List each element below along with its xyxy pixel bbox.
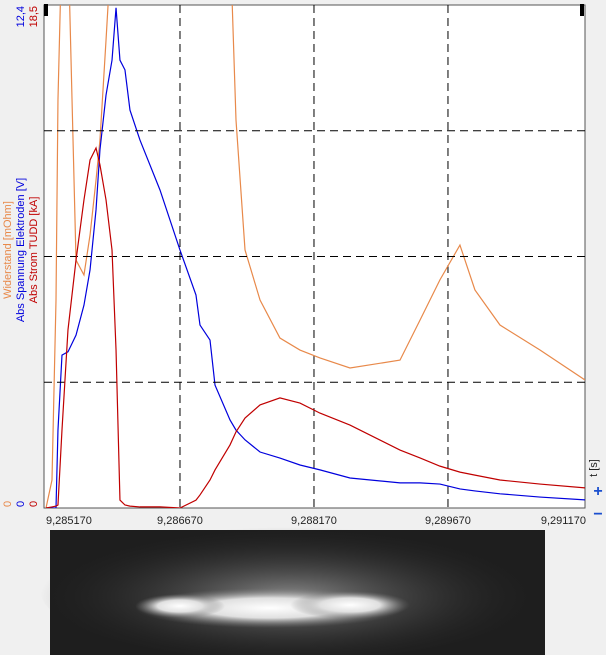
y-axis-label: Abs Spannung Elektroden [V] (15, 178, 27, 322)
x-tick-label: 9,288170 (291, 515, 337, 527)
camera-image (40, 520, 545, 655)
plot-content (44, 5, 585, 508)
y-tick-label: 12,4 (15, 6, 27, 27)
marker (580, 4, 584, 16)
image-arc (290, 591, 410, 619)
marker (44, 4, 48, 16)
x-tick-label: 9,286670 (157, 515, 203, 527)
y-axis-label: Abs Strom TUDD [kA] (28, 197, 40, 304)
y-tick-label: 0 (15, 501, 27, 507)
x-tick-label: 9,289670 (425, 515, 471, 527)
y-tick-label: 0 (28, 501, 40, 507)
y-tick-label: 0 (2, 501, 14, 507)
y-axis-label: Widerstand [mOhm] (2, 201, 14, 299)
series-line (46, 7, 585, 508)
zoom-in-button[interactable]: + (593, 483, 602, 500)
x-tick-label: 9,291170 (541, 515, 586, 527)
image-arc (135, 594, 225, 618)
y-tick-label: 18,5 (28, 6, 40, 27)
series-line (45, 5, 585, 508)
plot-area (43, 4, 586, 509)
x-axis-label: t [s] (588, 459, 600, 477)
x-tick-label: 9,285170 (46, 515, 92, 527)
series-line (45, 146, 585, 508)
image-haze (40, 520, 540, 655)
zoom-out-button[interactable]: − (593, 506, 602, 523)
